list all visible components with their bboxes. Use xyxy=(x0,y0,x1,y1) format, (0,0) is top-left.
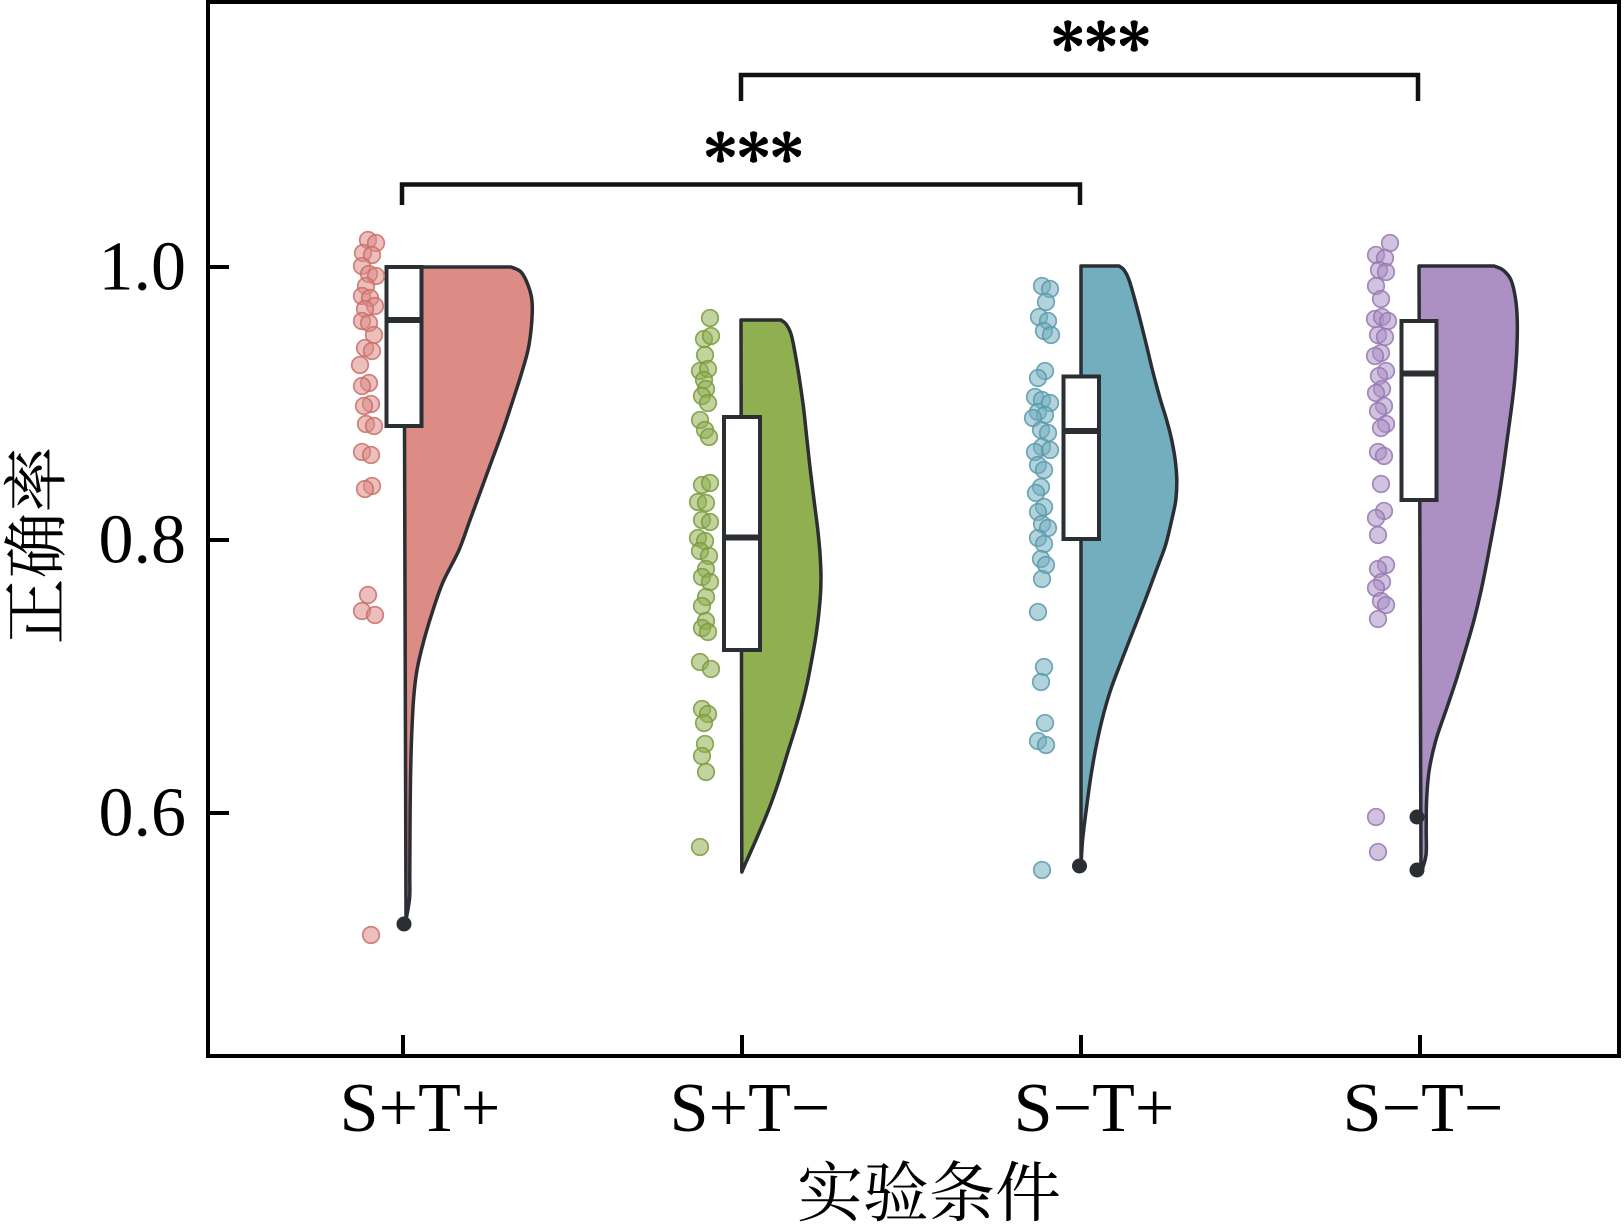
svg-text:S−T−: S−T− xyxy=(1343,1070,1504,1147)
svg-text:0.6: 0.6 xyxy=(99,775,187,852)
svg-text:S+T−: S+T− xyxy=(670,1070,831,1147)
svg-text:S−T+: S−T+ xyxy=(1014,1070,1175,1147)
svg-text:1.0: 1.0 xyxy=(99,229,187,306)
svg-text:S+T+: S+T+ xyxy=(340,1070,501,1147)
svg-text:0.8: 0.8 xyxy=(99,502,187,579)
